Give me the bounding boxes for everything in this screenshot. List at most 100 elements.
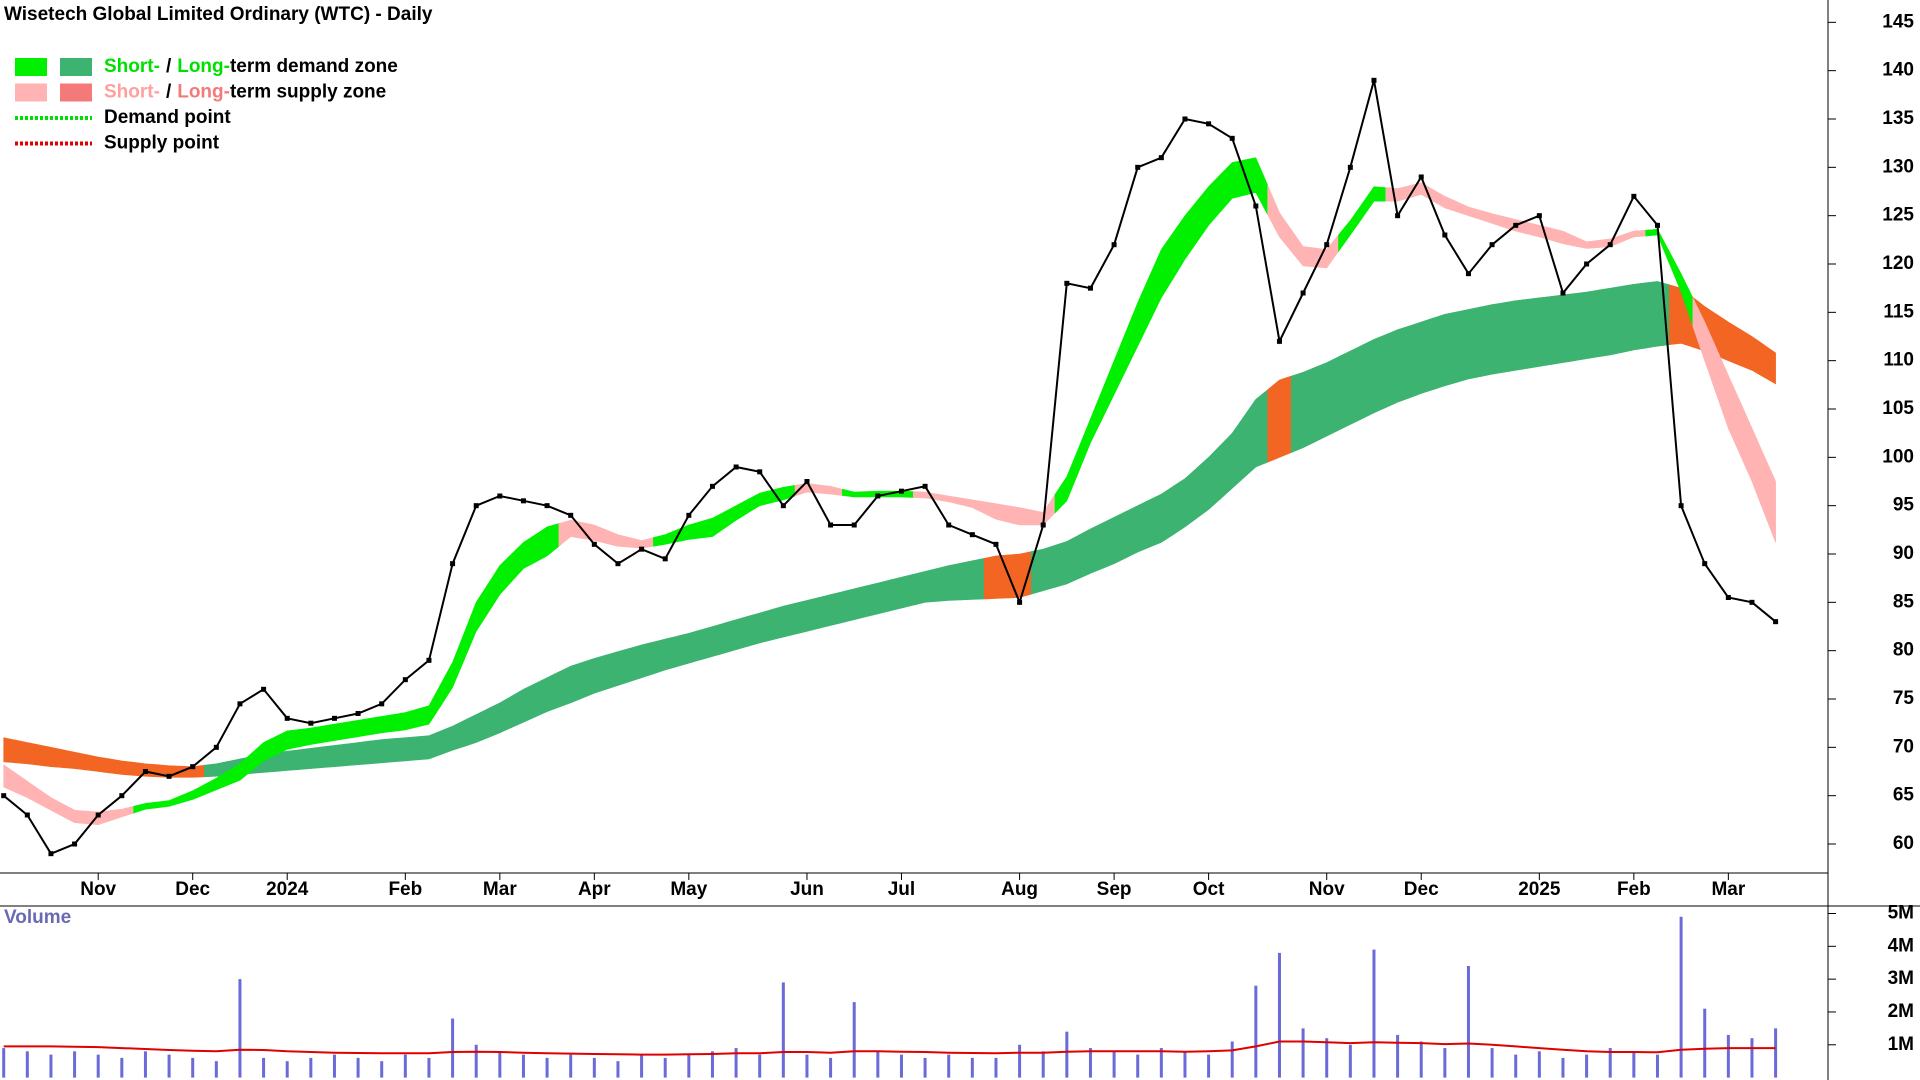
volume-bar xyxy=(1703,1008,1707,1078)
zone-band xyxy=(771,602,796,641)
zone-band xyxy=(889,573,914,612)
volume-bar xyxy=(1655,1054,1659,1078)
volume-bar xyxy=(1419,1041,1423,1078)
y-tick-label: 85 xyxy=(1893,591,1915,612)
price-point xyxy=(1654,222,1660,228)
price-point xyxy=(1607,242,1613,248)
volume-bar xyxy=(1514,1054,1518,1078)
price-point xyxy=(969,532,975,538)
zone-band xyxy=(1432,311,1457,391)
price-point xyxy=(922,483,928,489)
volume-tick-label: 2M xyxy=(1888,1001,1914,1022)
price-point xyxy=(1253,203,1259,209)
zone-band xyxy=(676,629,701,667)
zone-band xyxy=(723,615,749,654)
x-tick-label: Sep xyxy=(1097,879,1132,900)
volume-bar xyxy=(521,1054,525,1078)
volume-bar xyxy=(545,1057,549,1078)
price-point xyxy=(1395,213,1401,219)
volume-bar xyxy=(710,1051,714,1078)
x-tick-label: Dec xyxy=(175,879,210,900)
volume-bar xyxy=(569,1054,573,1078)
zone-band xyxy=(1550,293,1576,365)
volume-average xyxy=(3,1040,1776,1056)
x-tick-label: Mar xyxy=(1711,879,1745,900)
zone-band xyxy=(1621,282,1646,353)
x-tick-label: Oct xyxy=(1193,879,1225,900)
price-point xyxy=(1465,271,1471,277)
labels: 60 65 70 75 80 85 90 95 100 105 110 115 120 125 130 135… xyxy=(80,11,1914,1054)
volume-bar xyxy=(1348,1044,1352,1078)
legend-text-part: / xyxy=(166,56,172,77)
price-point xyxy=(639,546,645,552)
zone-band xyxy=(747,609,772,647)
volume-bar xyxy=(191,1057,195,1078)
zone-band xyxy=(983,554,1009,600)
volume-bar xyxy=(380,1061,384,1078)
price-layer xyxy=(1,77,1779,857)
zone-band xyxy=(369,714,394,736)
price-point xyxy=(520,498,526,504)
legend-text-part: Short- xyxy=(104,82,160,103)
volume-bar xyxy=(1325,1038,1329,1078)
y-tick-label: 65 xyxy=(1893,785,1915,806)
x-tick-label: 2024 xyxy=(266,879,309,900)
price-point xyxy=(1,793,7,799)
x-tick-label: 2025 xyxy=(1518,879,1561,900)
y-tick-label: 95 xyxy=(1893,495,1915,516)
price-point xyxy=(804,479,810,484)
y-tick-label: 80 xyxy=(1893,640,1914,661)
legend-text-part: Short- xyxy=(104,56,160,77)
price-point xyxy=(426,657,432,663)
zone-band xyxy=(1527,296,1552,369)
legend-text-part: Long- xyxy=(177,56,230,77)
legend-label: Supply point xyxy=(104,133,220,154)
volume-bar xyxy=(1774,1028,1778,1078)
volume-bar xyxy=(805,1054,809,1078)
price-point xyxy=(95,812,101,818)
zone-band xyxy=(1409,317,1434,399)
volume-bar xyxy=(1726,1034,1730,1078)
price-point xyxy=(1702,561,1708,567)
y-tick-label: 70 xyxy=(1893,736,1914,757)
y-tick-label: 145 xyxy=(1882,11,1914,32)
y-tick-label: 115 xyxy=(1883,301,1914,322)
zone-band xyxy=(1574,289,1599,362)
volume-bar xyxy=(1372,949,1376,1078)
volume-bar xyxy=(899,1054,903,1078)
price-point xyxy=(1229,135,1235,141)
zone-band xyxy=(936,562,961,602)
volume-bar xyxy=(1750,1038,1754,1078)
zone-band xyxy=(1361,334,1387,420)
volume-tick-label: 4M xyxy=(1888,935,1914,956)
price-point xyxy=(450,561,456,567)
volume-bar xyxy=(309,1057,313,1078)
price-point xyxy=(544,503,550,509)
legend-swatch xyxy=(15,83,47,102)
x-tick-label: Feb xyxy=(1617,879,1651,900)
zone-band xyxy=(3,737,16,764)
legend-text-part: Demand point xyxy=(104,107,231,128)
price-point xyxy=(1087,285,1093,291)
zone-band xyxy=(1480,302,1505,377)
volume-bar xyxy=(1561,1057,1565,1078)
volume-bar xyxy=(1679,916,1683,1078)
volume-bar xyxy=(1112,1051,1116,1078)
price-point xyxy=(473,503,479,509)
x-tick-label: Jul xyxy=(888,879,915,900)
price-point xyxy=(1773,619,1779,625)
volume-bar xyxy=(734,1048,738,1078)
price-point xyxy=(780,503,786,509)
y-tick-label: 60 xyxy=(1893,833,1914,854)
zone-band xyxy=(1291,366,1316,453)
zone-band xyxy=(1338,344,1363,431)
volume-bar xyxy=(829,1057,833,1078)
price-point xyxy=(1182,116,1188,122)
price-point xyxy=(898,488,904,494)
price-point xyxy=(308,720,314,726)
price-point xyxy=(662,556,668,562)
zone-band xyxy=(369,738,394,765)
volume-bar xyxy=(120,1057,124,1078)
